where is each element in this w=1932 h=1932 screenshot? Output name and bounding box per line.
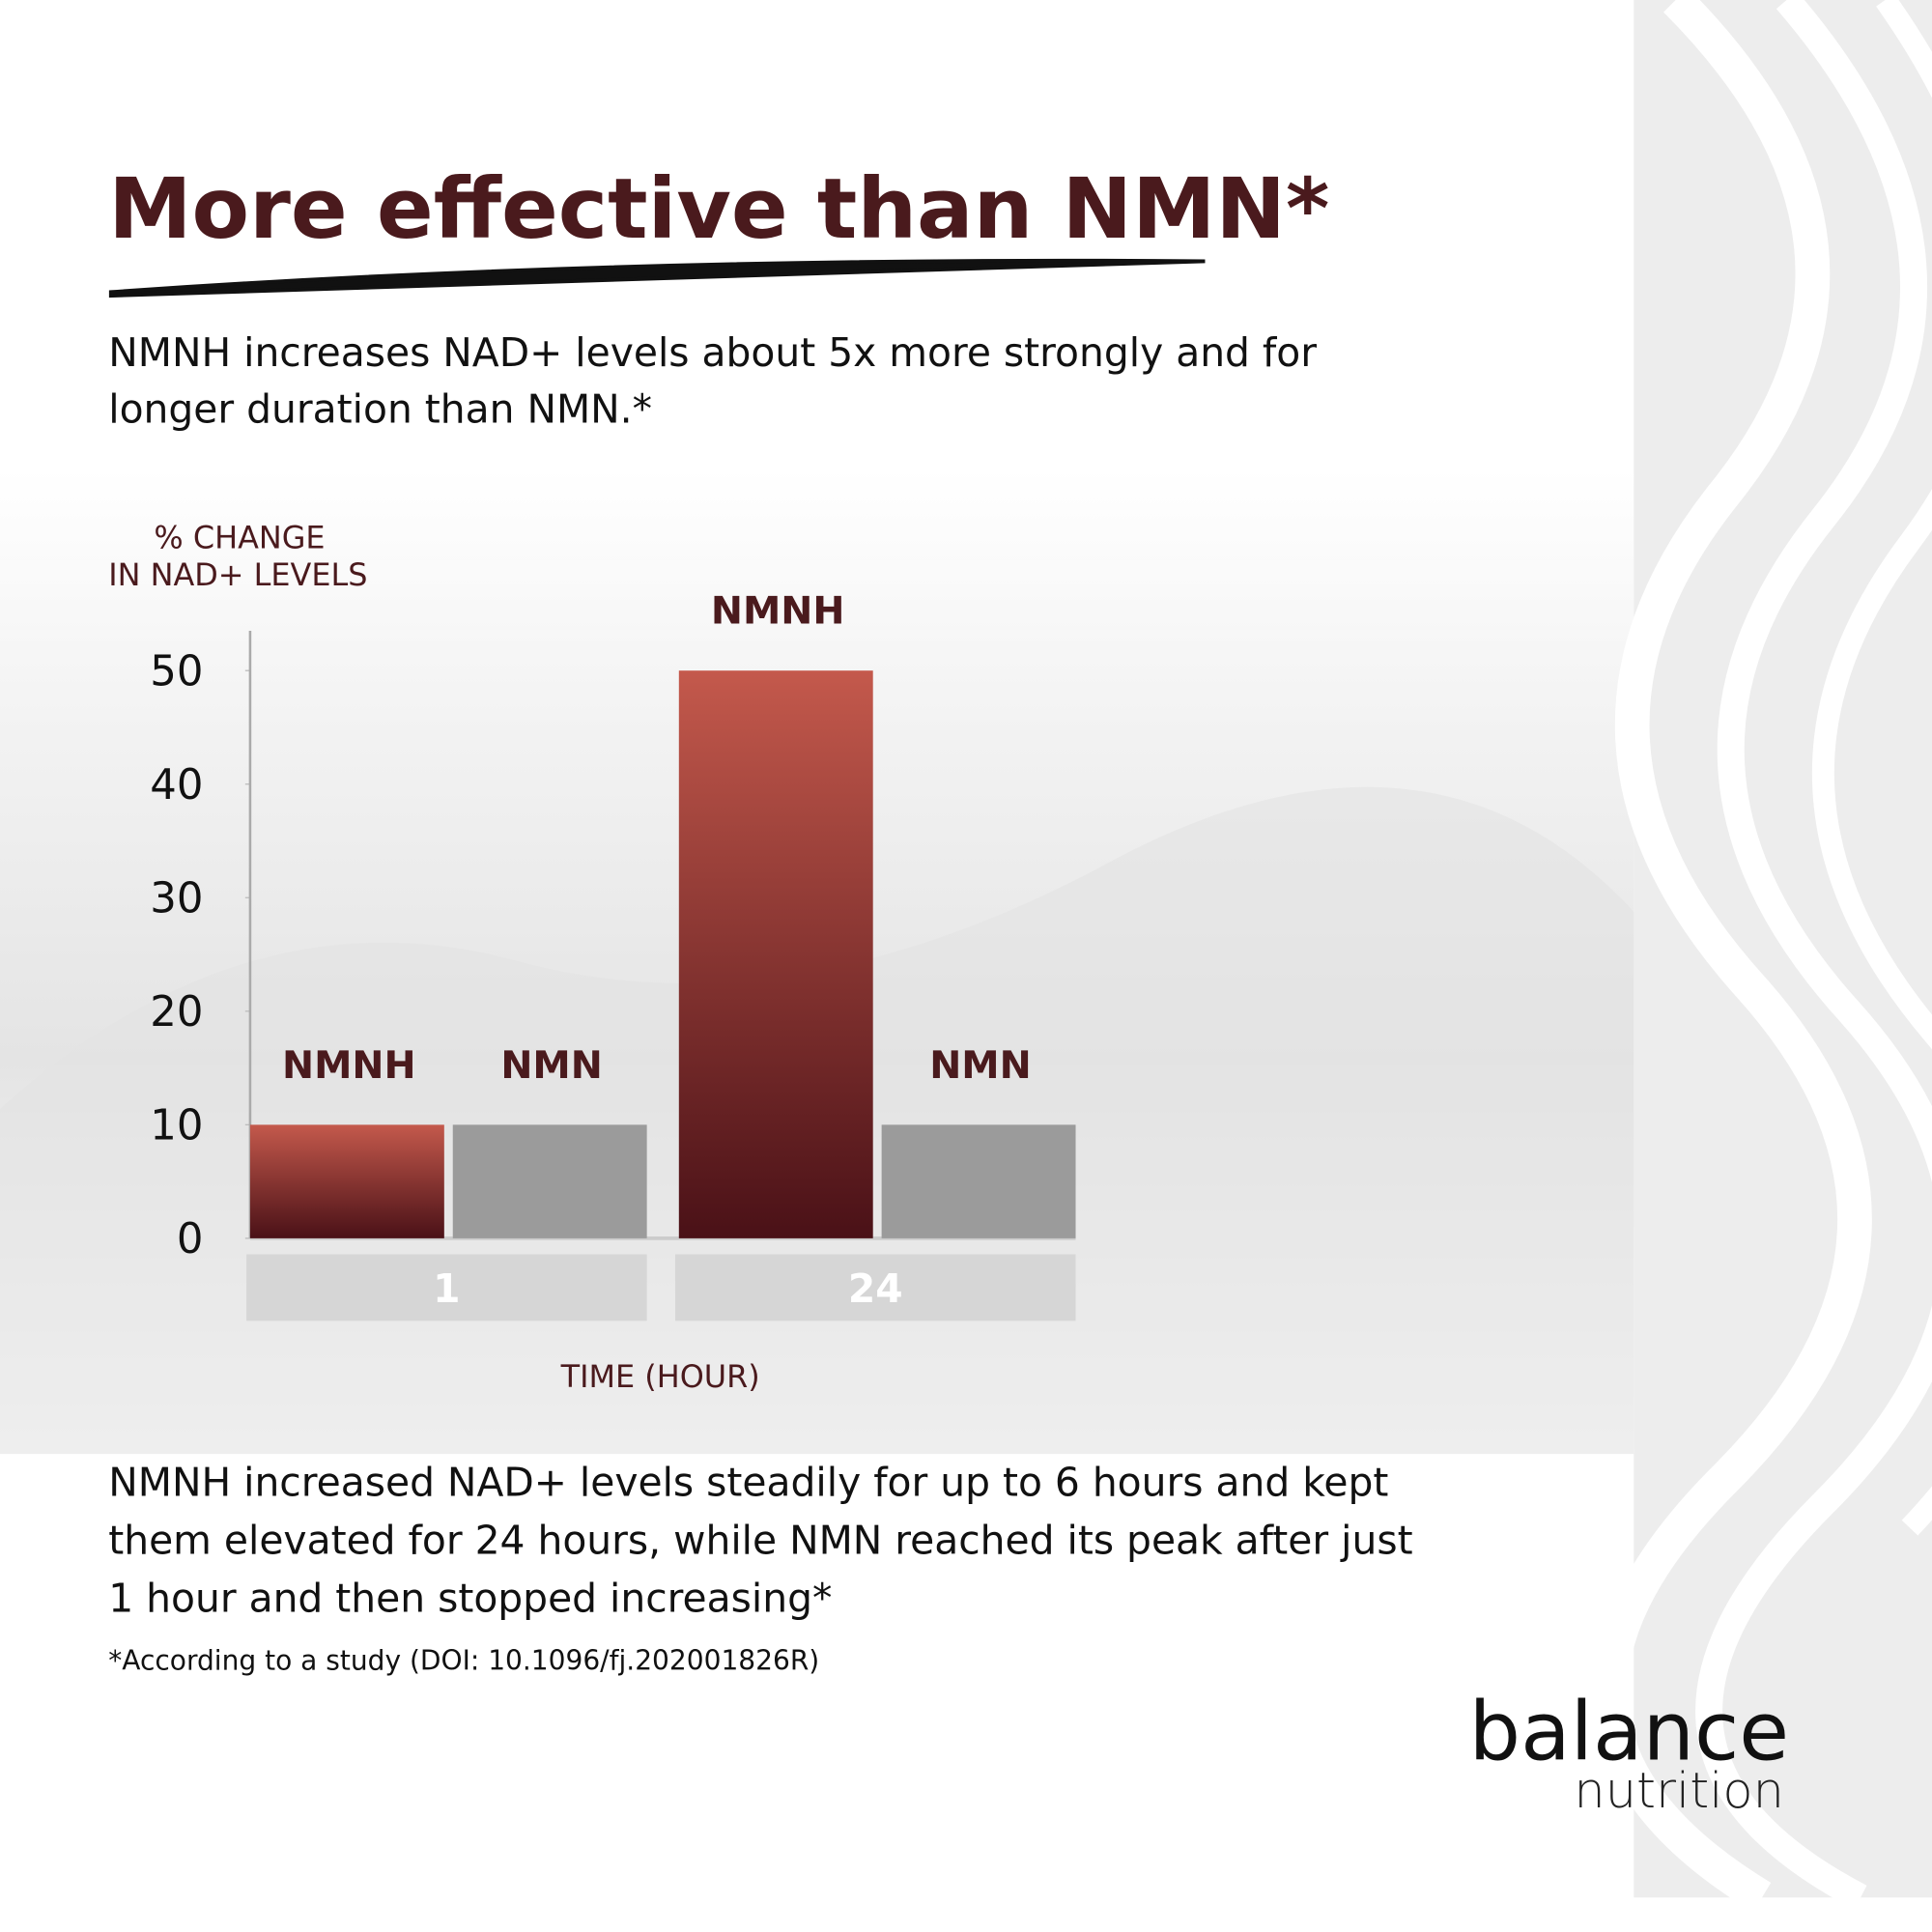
footnote: *According to a study (DOI: 10.1096/fj.2… [108, 1644, 819, 1676]
description-line: NMNH increased NAD+ levels steadily for … [108, 1459, 1388, 1505]
bar-label: NMN [929, 1043, 1032, 1088]
y-tick-label: 20 [150, 988, 203, 1037]
plot: 0 10 20 30 40 50 1 NMNH NMN 24 NMNH NMN [150, 589, 1076, 1321]
wave [1593, 0, 1872, 1913]
x-axis-label: TIME (HOUR) [560, 1358, 760, 1395]
x-tick-label: 24 [848, 1265, 903, 1312]
y-axis-label: IN NAD+ LEVELS [108, 556, 367, 593]
subtitle-line: longer duration than NMN.* [108, 385, 652, 432]
bar-label: NMNH [282, 1043, 416, 1088]
decor-waves [1593, 0, 1932, 1913]
title-underline [108, 258, 1206, 298]
bar [249, 1124, 444, 1238]
x-tick-label: 1 [433, 1265, 460, 1312]
title: More effective than NMN* [108, 160, 1329, 258]
bar [452, 1124, 647, 1238]
bar [881, 1124, 1076, 1238]
y-axis-label: % CHANGE [154, 520, 325, 556]
y-tick-label: 10 [150, 1102, 203, 1151]
brand-tagline: nutrition [1574, 1763, 1784, 1820]
subtitle-line: NMNH increases NAD+ levels about 5x more… [108, 329, 1317, 376]
wave-panel [1634, 0, 1932, 1898]
y-tick-label: 40 [150, 761, 203, 810]
wave [1811, 0, 1932, 1536]
category-box [246, 1254, 647, 1321]
category-box [674, 1254, 1076, 1321]
brand-name: balance [1469, 1684, 1789, 1778]
y-tick-label: 50 [150, 648, 203, 696]
bar-label: NMN [500, 1043, 603, 1088]
bar [678, 670, 873, 1238]
description-line: them elevated for 24 hours, while NMN re… [108, 1517, 1412, 1563]
y-tick-label: 0 [177, 1215, 204, 1264]
description-line: 1 hour and then stopped increasing* [108, 1575, 832, 1621]
y-tick-label: 30 [150, 875, 203, 923]
wave [1695, 0, 1932, 1910]
bar-label: NMNH [711, 589, 845, 634]
